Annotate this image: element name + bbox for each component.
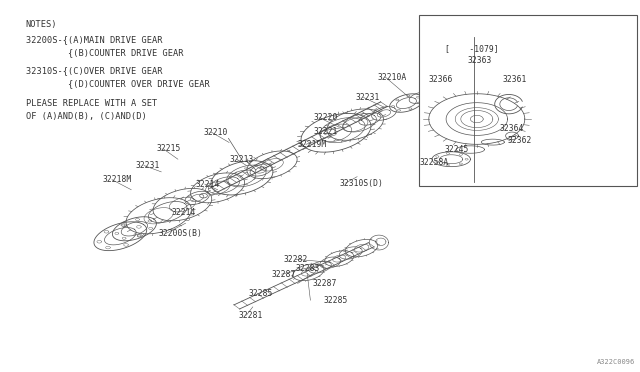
Text: 32214: 32214 [172, 208, 196, 217]
Text: NOTES): NOTES) [26, 20, 57, 29]
Text: 32362: 32362 [508, 136, 532, 145]
Text: 32219M: 32219M [298, 140, 327, 149]
Text: A322C0096: A322C0096 [596, 359, 635, 365]
Text: 32213: 32213 [229, 155, 253, 164]
Text: 32361: 32361 [502, 76, 527, 84]
Text: [    -1079]: [ -1079] [445, 44, 499, 53]
Text: 32283: 32283 [296, 264, 320, 273]
Text: 32200S(B): 32200S(B) [159, 229, 203, 238]
Text: 32218M: 32218M [102, 175, 132, 184]
Text: 32287: 32287 [312, 279, 337, 288]
Text: 32310S(D): 32310S(D) [339, 179, 383, 187]
Text: 32221: 32221 [314, 127, 338, 136]
Text: 32210A: 32210A [378, 73, 407, 81]
Text: 32366: 32366 [429, 76, 453, 84]
Text: 32285: 32285 [248, 289, 273, 298]
Text: 32214: 32214 [195, 180, 220, 189]
Text: 32220: 32220 [314, 113, 338, 122]
Text: 32281: 32281 [239, 311, 263, 320]
Text: PLEASE REPLACE WITH A SET: PLEASE REPLACE WITH A SET [26, 99, 157, 108]
Text: 32245: 32245 [445, 145, 469, 154]
Bar [419, 15, 637, 186]
Text: 32363: 32363 [467, 56, 492, 65]
Text: 32231: 32231 [136, 161, 160, 170]
Text: {(B)COUNTER DRIVE GEAR: {(B)COUNTER DRIVE GEAR [26, 48, 183, 57]
Text: 32287: 32287 [272, 270, 296, 279]
Text: 32215: 32215 [157, 144, 181, 153]
Text: 32258A: 32258A [419, 158, 449, 167]
Text: 32210: 32210 [204, 128, 228, 137]
Text: 32364: 32364 [499, 124, 524, 133]
Text: 32310S-{(C)OVER DRIVE GEAR: 32310S-{(C)OVER DRIVE GEAR [26, 66, 162, 75]
Text: 32282: 32282 [284, 255, 308, 264]
Text: OF (A)AND(B), (C)AND(D): OF (A)AND(B), (C)AND(D) [26, 112, 147, 121]
Text: 32285: 32285 [324, 296, 348, 305]
Text: {(D)COUNTER OVER DRIVE GEAR: {(D)COUNTER OVER DRIVE GEAR [26, 79, 209, 88]
Text: 32231: 32231 [355, 93, 380, 102]
Text: 32200S-{(A)MAIN DRIVE GEAR: 32200S-{(A)MAIN DRIVE GEAR [26, 35, 162, 44]
